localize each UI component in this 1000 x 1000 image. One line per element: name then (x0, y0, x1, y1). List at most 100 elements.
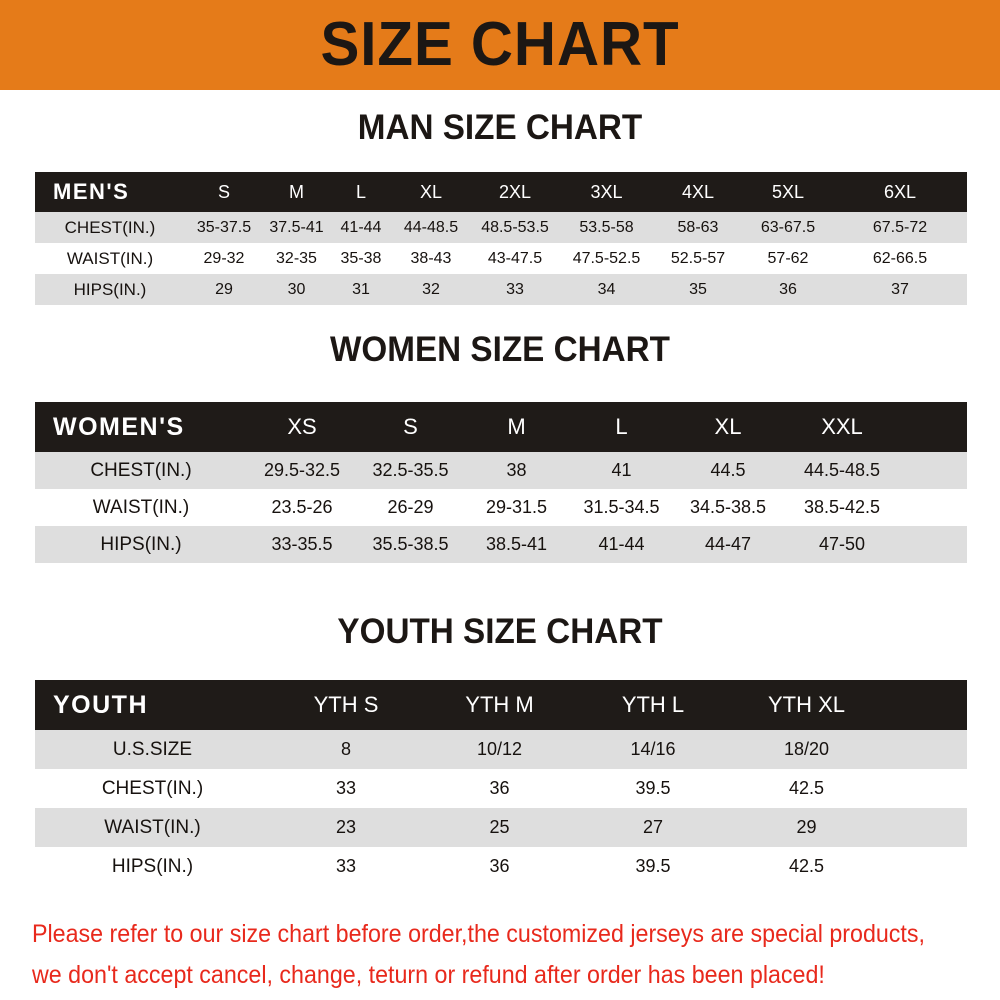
men-cell-0-7: 63-67.5 (760, 218, 816, 236)
youth-cell-0-2: 14/16 (630, 739, 676, 759)
table-row: HIPS(IN.) 29 30 31 32 33 34 35 36 37 (35, 274, 967, 305)
men-cell-2-6: 35 (689, 280, 707, 298)
women-cell-0-0: 29.5-32.5 (263, 460, 341, 480)
youth-cell-2-1: 25 (489, 817, 510, 837)
youth-row-label-2: WAIST(IN.) (104, 816, 201, 838)
men-col-header-3: XL (419, 181, 443, 202)
men-cell-2-1: 30 (287, 280, 306, 298)
men-cell-1-4: 43-47.5 (487, 249, 543, 267)
women-cell-0-2: 38 (506, 460, 527, 480)
women-row-label-0: CHEST(IN.) (90, 459, 192, 481)
men-row-label-2: HIPS(IN.) (73, 279, 147, 299)
youth-row-label-3: HIPS(IN.) (111, 855, 194, 877)
women-row-label-2: HIPS(IN.) (100, 533, 182, 555)
men-cell-1-0: 29-32 (203, 249, 245, 267)
youth-corner-label: YOUTH (53, 690, 148, 719)
section-title-youth: YOUTH SIZE CHART (337, 612, 663, 651)
youth-cell-2-spacer (884, 808, 967, 847)
women-col-header-3: L (615, 414, 628, 439)
footer-note-line-2: we don't accept cancel, change, teturn o… (32, 960, 825, 989)
men-col-header-2: L (355, 181, 366, 202)
footer-note: Please refer to our size chart before or… (32, 914, 925, 995)
women-cell-1-5: 38.5-42.5 (803, 497, 881, 517)
women-col-header-spacer (902, 402, 967, 452)
youth-table-header-row: YOUTH YTH S YTH M YTH L YTH XL (35, 680, 967, 730)
women-col-header-0: XS (287, 414, 317, 439)
men-col-header-4: 2XL (498, 181, 532, 202)
youth-cell-3-2: 39.5 (635, 856, 671, 876)
women-size-table: WOMEN'S XS S M L XL XXL CHEST(IN.) 29.5-… (35, 402, 967, 563)
men-col-header-7: 5XL (771, 181, 805, 202)
youth-cell-1-spacer (884, 769, 967, 808)
women-cell-2-spacer (902, 526, 967, 563)
youth-col-header-2: YTH L (621, 692, 685, 717)
men-cell-0-1: 37.5-41 (269, 218, 324, 236)
women-corner-label: WOMEN'S (53, 412, 185, 441)
section-title-women: WOMEN SIZE CHART (330, 330, 670, 369)
women-cell-1-3: 31.5-34.5 (583, 497, 660, 517)
table-row: WAIST(IN.) 29-32 32-35 35-38 38-43 43-47… (35, 243, 967, 274)
women-cell-0-3: 41 (611, 460, 632, 480)
women-cell-1-spacer (902, 489, 967, 526)
youth-cell-3-3: 42.5 (788, 856, 825, 876)
youth-cell-1-0: 33 (335, 778, 357, 798)
youth-cell-1-3: 42.5 (788, 778, 825, 798)
women-row-label-1: WAIST(IN.) (92, 496, 190, 518)
men-cell-1-1: 32-35 (276, 249, 317, 267)
youth-cell-0-spacer (884, 730, 967, 769)
men-cell-2-0: 29 (215, 280, 233, 298)
page-banner: SIZE CHART (0, 0, 1000, 90)
women-cell-0-spacer (902, 452, 967, 489)
table-row: CHEST(IN.) 33 36 39.5 42.5 (35, 769, 967, 808)
men-cell-2-8: 37 (891, 280, 909, 298)
men-table-header-row: MEN'S S M L XL 2XL 3XL 4XL 5XL 6XL (35, 172, 967, 212)
men-col-header-6: 4XL (681, 181, 715, 202)
men-cell-1-7: 57-62 (767, 249, 809, 267)
men-cell-2-7: 36 (779, 280, 797, 298)
women-cell-0-1: 32.5-35.5 (372, 460, 449, 480)
women-cell-1-2: 29-31.5 (485, 497, 548, 517)
women-cell-0-5: 44.5-48.5 (803, 460, 881, 480)
men-corner-label: MEN'S (53, 179, 130, 204)
men-cell-1-5: 47.5-52.5 (572, 249, 641, 267)
table-row: U.S.SIZE 8 10/12 14/16 18/20 (35, 730, 967, 769)
youth-cell-1-1: 36 (489, 778, 510, 798)
section-title-man: MAN SIZE CHART (357, 108, 643, 147)
youth-size-table: YOUTH YTH S YTH M YTH L YTH XL U.S.SIZE … (35, 680, 967, 886)
men-cell-1-3: 38-43 (410, 249, 452, 267)
women-col-header-4: XL (714, 414, 742, 439)
table-row: WAIST(IN.) 23.5-26 26-29 29-31.5 31.5-34… (35, 489, 967, 526)
men-cell-1-8: 62-66.5 (872, 249, 928, 267)
men-cell-0-6: 58-63 (677, 218, 719, 236)
youth-cell-2-3: 29 (796, 817, 817, 837)
men-cell-0-5: 53.5-58 (579, 218, 634, 236)
youth-cell-0-3: 18/20 (783, 739, 830, 759)
table-row: WAIST(IN.) 23 25 27 29 (35, 808, 967, 847)
men-row-label-0: CHEST(IN.) (64, 217, 156, 237)
women-cell-2-3: 41-44 (598, 534, 645, 554)
men-row-label-1: WAIST(IN.) (66, 248, 154, 268)
men-cell-2-2: 31 (352, 280, 370, 298)
men-size-table: MEN'S S M L XL 2XL 3XL 4XL 5XL 6XL CHEST… (35, 172, 967, 305)
youth-cell-2-2: 27 (642, 817, 664, 837)
women-cell-1-1: 26-29 (387, 497, 434, 517)
men-cell-0-2: 41-44 (340, 218, 382, 236)
youth-row-label-1: CHEST(IN.) (101, 777, 204, 799)
women-cell-1-0: 23.5-26 (271, 497, 333, 517)
youth-col-header-0: YTH S (313, 692, 379, 717)
men-col-header-1: M (289, 181, 304, 202)
men-col-header-0: S (217, 181, 230, 202)
table-row: HIPS(IN.) 33 36 39.5 42.5 (35, 847, 967, 886)
men-cell-0-3: 44-48.5 (403, 218, 459, 236)
page-title: SIZE CHART (320, 10, 680, 79)
youth-col-header-3: YTH XL (767, 692, 846, 717)
men-cell-0-0: 35-37.5 (196, 218, 252, 236)
men-col-header-5: 3XL (590, 181, 623, 202)
youth-col-header-spacer (884, 680, 967, 730)
women-cell-2-5: 47-50 (818, 534, 866, 554)
men-cell-0-8: 67.5-72 (872, 218, 928, 236)
youth-cell-0-0: 8 (340, 739, 351, 759)
youth-cell-3-0: 33 (335, 856, 357, 876)
women-cell-2-4: 44-47 (704, 534, 752, 554)
